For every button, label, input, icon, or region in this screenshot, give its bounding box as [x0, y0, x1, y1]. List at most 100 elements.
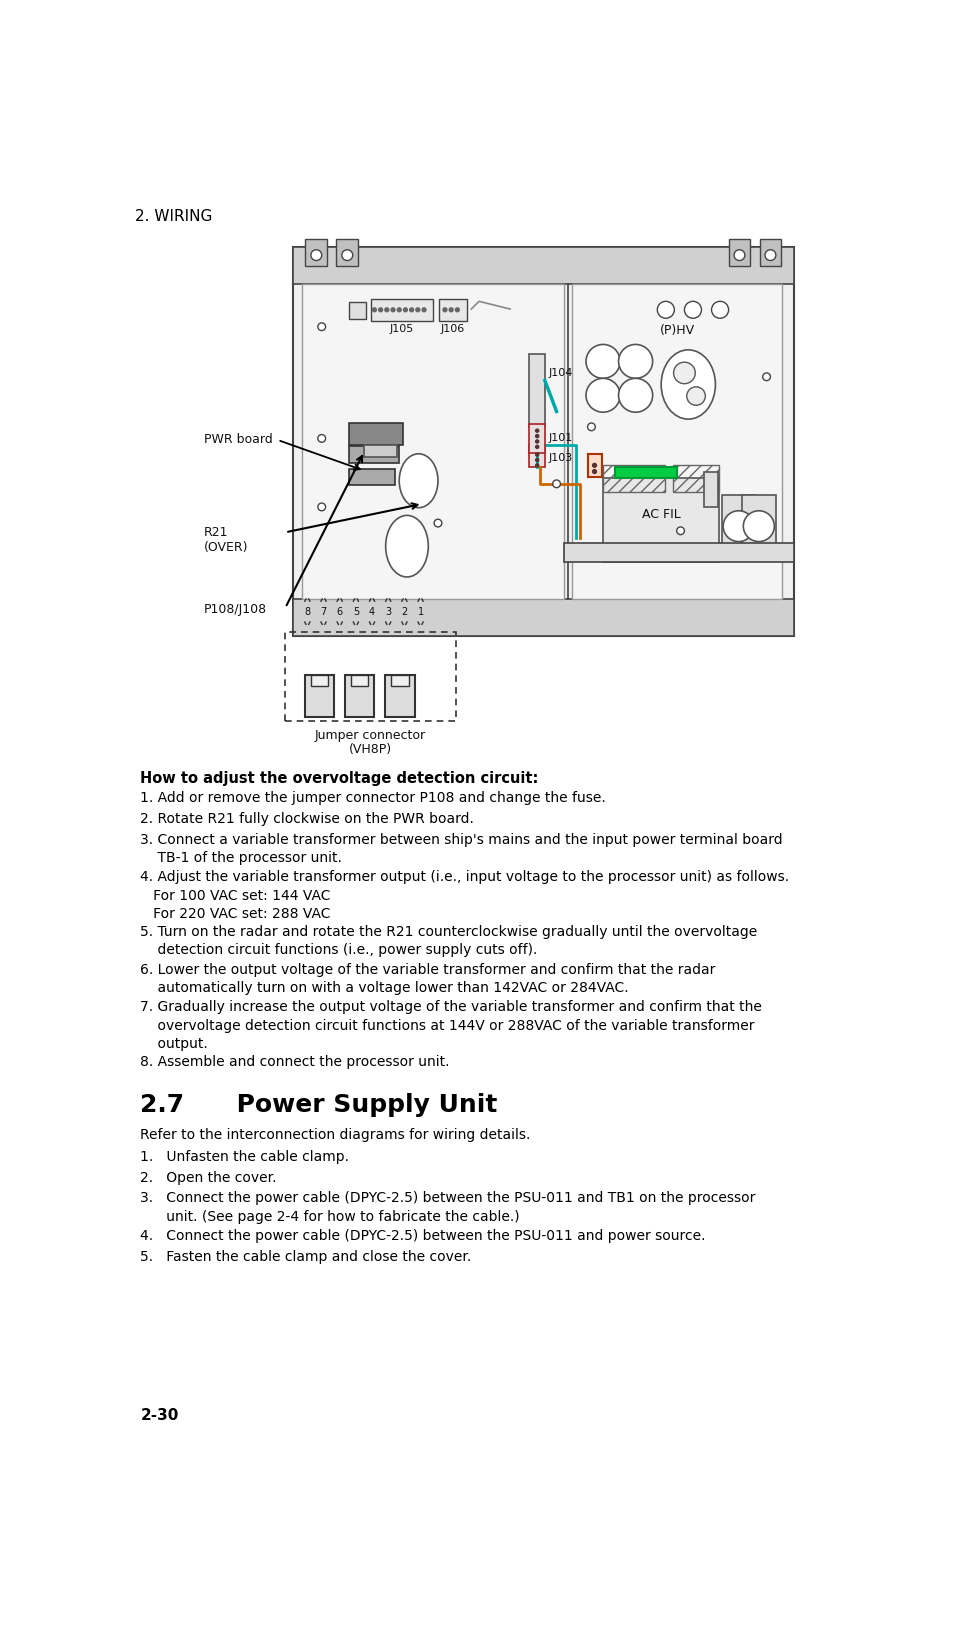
- Ellipse shape: [661, 349, 715, 419]
- Bar: [364, 446, 397, 457]
- Bar: [391, 674, 408, 687]
- Circle shape: [385, 308, 389, 312]
- Circle shape: [765, 250, 776, 261]
- Text: J103: J103: [549, 452, 573, 462]
- Circle shape: [455, 308, 459, 312]
- Circle shape: [391, 308, 395, 312]
- Bar: [293, 248, 794, 284]
- Circle shape: [743, 511, 774, 542]
- Bar: [721, 496, 756, 557]
- Circle shape: [763, 374, 771, 380]
- Circle shape: [449, 308, 453, 312]
- Ellipse shape: [385, 516, 428, 578]
- Circle shape: [686, 387, 706, 405]
- Text: 1: 1: [417, 607, 424, 617]
- Bar: [348, 446, 399, 463]
- Text: PWR board: PWR board: [204, 434, 273, 447]
- Bar: [348, 302, 366, 318]
- Text: (P)HV: (P)HV: [659, 325, 695, 338]
- Circle shape: [586, 344, 620, 379]
- Text: 2.7      Power Supply Unit: 2.7 Power Supply Unit: [140, 1093, 498, 1116]
- Circle shape: [684, 302, 702, 318]
- Circle shape: [409, 308, 413, 312]
- Circle shape: [422, 308, 426, 312]
- Text: 6: 6: [337, 607, 343, 617]
- Circle shape: [588, 423, 595, 431]
- Text: 2: 2: [402, 607, 408, 617]
- Circle shape: [592, 470, 596, 473]
- Bar: [305, 674, 334, 716]
- Circle shape: [373, 308, 377, 312]
- Text: 2. Rotate R21 fully clockwise on the PWR board.: 2. Rotate R21 fully clockwise on the PWR…: [140, 811, 474, 826]
- Text: 3. Connect a variable transformer between ship's mains and the input power termi: 3. Connect a variable transformer betwee…: [140, 832, 783, 865]
- Bar: [286, 633, 456, 721]
- Circle shape: [342, 250, 352, 261]
- Bar: [564, 543, 794, 563]
- Bar: [529, 354, 545, 428]
- Bar: [603, 465, 665, 493]
- Text: 2.   Open the cover.: 2. Open the cover.: [140, 1170, 277, 1185]
- Text: 1. Add or remove the jumper connector P108 and change the fuse.: 1. Add or remove the jumper connector P1…: [140, 792, 606, 805]
- Text: J105: J105: [389, 323, 413, 333]
- Circle shape: [416, 308, 420, 312]
- Bar: [348, 468, 395, 485]
- Circle shape: [378, 308, 382, 312]
- Bar: [572, 284, 782, 599]
- Bar: [345, 674, 375, 716]
- Text: 4. Adjust the variable transformer output (i.e., input voltage to the processor : 4. Adjust the variable transformer outpu…: [140, 870, 790, 920]
- Text: (VH8P): (VH8P): [349, 743, 392, 756]
- Text: How to adjust the overvoltage detection circuit:: How to adjust the overvoltage detection …: [140, 770, 539, 787]
- Text: J101: J101: [549, 432, 573, 442]
- Bar: [760, 238, 781, 266]
- Text: 4: 4: [369, 607, 376, 617]
- Text: 4.   Connect the power cable (DPYC-2.5) between the PSU-011 and power source.: 4. Connect the power cable (DPYC-2.5) be…: [140, 1229, 706, 1244]
- Circle shape: [535, 463, 539, 467]
- Text: 3.   Connect the power cable (DPYC-2.5) between the PSU-011 and TB1 on the proce: 3. Connect the power cable (DPYC-2.5) be…: [140, 1191, 756, 1224]
- Bar: [529, 446, 545, 467]
- Bar: [588, 454, 601, 477]
- Circle shape: [404, 308, 408, 312]
- Circle shape: [763, 519, 771, 527]
- Ellipse shape: [399, 454, 438, 508]
- Text: 7: 7: [320, 607, 326, 617]
- Circle shape: [619, 344, 652, 379]
- Bar: [293, 248, 794, 636]
- Bar: [673, 465, 719, 493]
- Circle shape: [535, 454, 539, 455]
- Circle shape: [535, 429, 539, 432]
- Bar: [741, 496, 776, 557]
- Circle shape: [311, 250, 321, 261]
- Bar: [603, 478, 719, 563]
- Text: AC FIL: AC FIL: [642, 508, 681, 521]
- Circle shape: [443, 308, 447, 312]
- Text: 5: 5: [352, 607, 359, 617]
- Bar: [293, 599, 794, 636]
- Text: 7. Gradually increase the output voltage of the variable transformer and confirm: 7. Gradually increase the output voltage…: [140, 1000, 762, 1051]
- Circle shape: [677, 527, 684, 535]
- Circle shape: [619, 379, 652, 413]
- Bar: [385, 674, 414, 716]
- Text: J104: J104: [549, 367, 573, 379]
- Text: 8. Assemble and connect the processor unit.: 8. Assemble and connect the processor un…: [140, 1056, 450, 1069]
- Circle shape: [592, 463, 596, 467]
- Bar: [439, 299, 467, 320]
- Text: 1.   Unfasten the cable clamp.: 1. Unfasten the cable clamp.: [140, 1151, 349, 1164]
- Text: R21
(OVER): R21 (OVER): [204, 526, 249, 553]
- Text: J106: J106: [440, 323, 465, 333]
- Bar: [529, 424, 545, 454]
- Text: Refer to the interconnection diagrams for wiring details.: Refer to the interconnection diagrams fo…: [140, 1128, 530, 1142]
- Circle shape: [711, 302, 729, 318]
- Text: 5.   Fasten the cable clamp and close the cover.: 5. Fasten the cable clamp and close the …: [140, 1250, 471, 1263]
- Circle shape: [535, 441, 539, 442]
- Text: 3: 3: [385, 607, 391, 617]
- Circle shape: [657, 302, 675, 318]
- Circle shape: [318, 434, 325, 442]
- Circle shape: [535, 459, 539, 462]
- Circle shape: [734, 250, 744, 261]
- Text: 2. WIRING: 2. WIRING: [135, 209, 212, 224]
- Circle shape: [535, 446, 539, 449]
- Text: Jumper connector: Jumper connector: [315, 728, 426, 741]
- Bar: [348, 423, 403, 444]
- Text: P108/J108: P108/J108: [204, 602, 267, 615]
- Circle shape: [723, 511, 754, 542]
